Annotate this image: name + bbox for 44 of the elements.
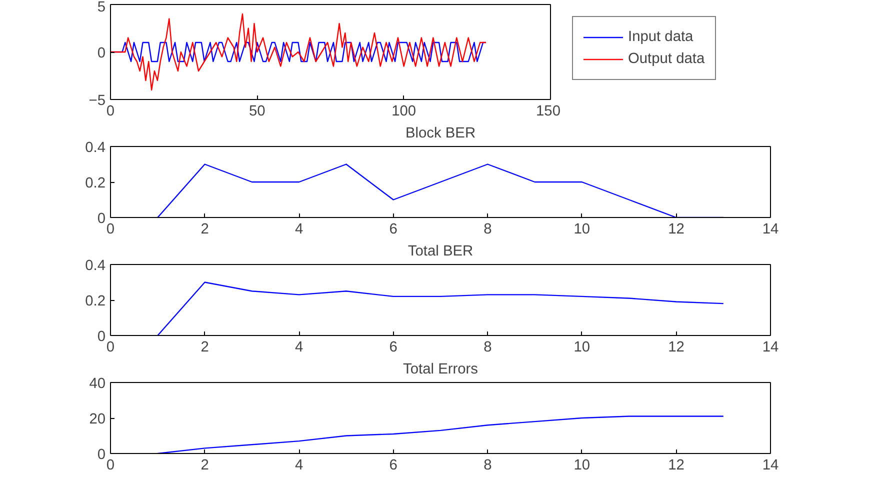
x-tick-label: 100: [392, 104, 416, 120]
x-tick-label: 4: [294, 340, 304, 356]
legend-label: Input data: [628, 29, 694, 45]
x-tick-label: 8: [484, 222, 492, 238]
x-tick-label: 10: [574, 340, 590, 356]
y-tick-label: 0: [97, 447, 106, 463]
y-tick-label: 0: [97, 46, 106, 62]
x-tick-label: 2: [200, 340, 209, 356]
chart-title: Block BER: [405, 126, 476, 142]
x-tick-label: 8: [484, 340, 492, 356]
y-tick-label: 0: [97, 329, 106, 345]
x-tick-label: 150: [536, 104, 561, 120]
y-tick-label: 0.4: [85, 140, 106, 156]
x-tick-label: 6: [389, 340, 398, 356]
y-tick-label: 5: [97, 0, 106, 16]
chart-title: Total BER: [408, 244, 474, 260]
x-tick-label: 50: [249, 104, 266, 120]
line-series: [157, 416, 724, 454]
chart-title: Total Errors: [403, 362, 478, 378]
y-tick-label: 20: [89, 412, 106, 428]
x-tick-label: 12: [668, 340, 684, 356]
x-tick-label: 10: [574, 458, 590, 474]
y-tick-label: 40: [89, 376, 106, 392]
y-tick-label: 0.2: [85, 176, 106, 192]
y-tick-label: 0.2: [85, 294, 106, 310]
x-tick-label: 2: [200, 222, 209, 238]
line-series: [110, 13, 487, 91]
x-tick-label: 14: [762, 340, 779, 356]
x-tick-label: 8: [484, 458, 492, 474]
x-tick-label: 6: [389, 222, 398, 238]
x-tick-label: 6: [389, 458, 398, 474]
x-tick-label: 14: [762, 458, 779, 474]
legend-label: Output data: [628, 51, 705, 67]
x-tick-label: 10: [574, 222, 590, 238]
x-tick-label: 12: [668, 458, 684, 474]
x-tick-label: 14: [762, 222, 779, 238]
x-tick-label: 4: [294, 222, 304, 238]
x-tick-label: 12: [668, 222, 684, 238]
x-tick-label: 2: [200, 458, 209, 474]
y-tick-label: −5: [88, 93, 106, 109]
x-tick-label: 4: [294, 458, 304, 474]
y-tick-label: 0: [97, 211, 106, 227]
y-tick-label: 0.4: [85, 258, 106, 274]
line-series: [157, 282, 724, 336]
